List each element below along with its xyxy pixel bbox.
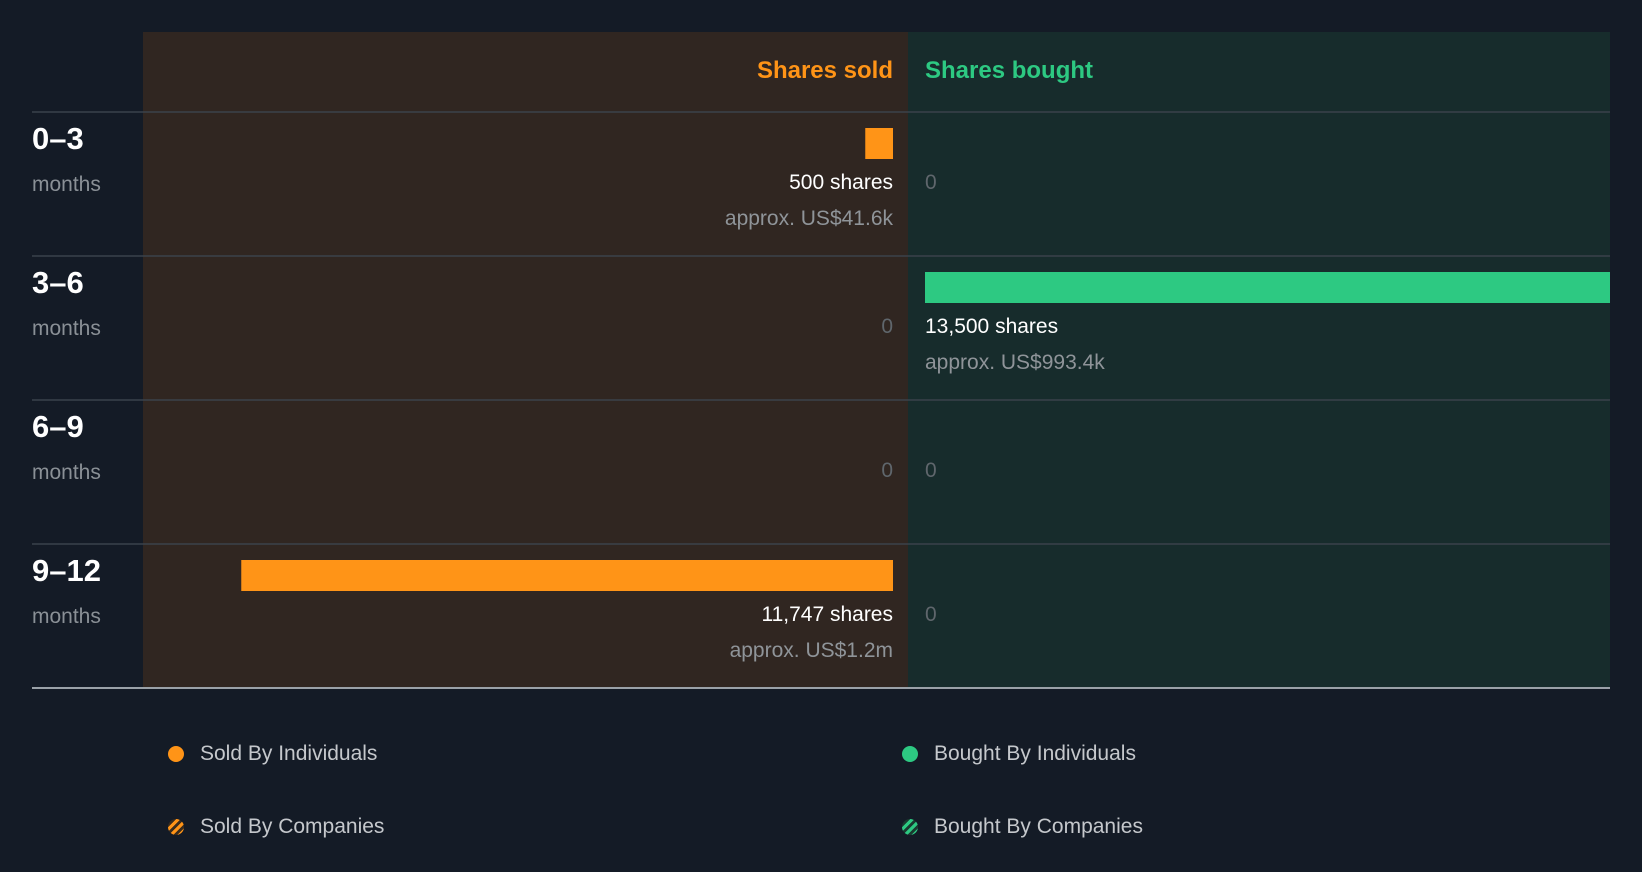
bought-zero-label: 0 xyxy=(925,171,937,194)
bought-panel-background xyxy=(908,32,1610,688)
period-label: 6–9 xyxy=(32,409,84,444)
sold-zero-label: 0 xyxy=(881,315,893,338)
bought-column-header: Shares bought xyxy=(925,57,1093,84)
sold-shares-label: 11,747 shares xyxy=(761,603,893,626)
period-unit-label: months xyxy=(32,317,101,340)
sold-bar xyxy=(241,560,893,591)
sold-zero-label: 0 xyxy=(881,459,893,482)
sold-value-label: approx. US$41.6k xyxy=(725,207,894,230)
bought-zero-label: 0 xyxy=(925,603,937,626)
sold-bar xyxy=(865,128,893,159)
bought-zero-label: 0 xyxy=(925,459,937,482)
period-unit-label: months xyxy=(32,461,101,484)
sold-value-label: approx. US$1.2m xyxy=(730,639,893,662)
bought-value-label: approx. US$993.4k xyxy=(925,351,1105,374)
sold-column-header: Shares sold xyxy=(757,57,893,84)
period-unit-label: months xyxy=(32,173,101,196)
bought-bar xyxy=(925,272,1610,303)
period-label: 9–12 xyxy=(32,553,101,588)
sold-shares-label: 500 shares xyxy=(789,171,893,194)
period-unit-label: months xyxy=(32,605,101,628)
bought-shares-label: 13,500 shares xyxy=(925,315,1058,338)
period-label: 3–6 xyxy=(32,265,84,300)
period-label: 0–3 xyxy=(32,121,84,156)
